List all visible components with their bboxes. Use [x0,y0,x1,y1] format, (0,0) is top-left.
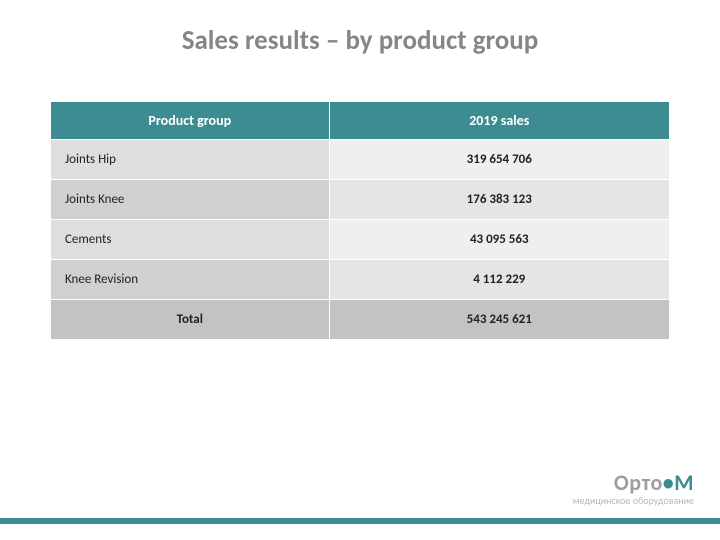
table-row: Joints Knee 176 383 123 [51,180,670,220]
table-row: Knee Revision 4 112 229 [51,260,670,300]
col-header-sales: 2019 sales [329,102,669,140]
table-header-row: Product group 2019 sales [51,102,670,140]
cell-product: Joints Knee [51,180,330,220]
cell-product: Knee Revision [51,260,330,300]
brand-logo: Орто•М медицинское оборудование [573,472,694,506]
cell-total-sales: 543 245 621 [329,300,669,340]
sales-table: Product group 2019 sales Joints Hip 319 … [50,101,670,340]
logo-subtitle: медицинское оборудование [573,496,694,506]
col-header-product: Product group [51,102,330,140]
sales-table-wrap: Product group 2019 sales Joints Hip 319 … [50,101,670,340]
cell-sales: 319 654 706 [329,140,669,180]
logo-word-1: Орто [614,469,663,496]
cell-sales: 4 112 229 [329,260,669,300]
cell-product: Joints Hip [51,140,330,180]
logo-word-2: М [674,469,694,496]
table-row-total: Total 543 245 621 [51,300,670,340]
logo-text: Орто•М [573,472,694,494]
table-row: Joints Hip 319 654 706 [51,140,670,180]
cell-product: Cements [51,220,330,260]
cell-sales: 43 095 563 [329,220,669,260]
cell-total-label: Total [51,300,330,340]
page-title: Sales results – by product group [0,0,720,67]
logo-dot-icon: • [663,469,674,496]
cell-sales: 176 383 123 [329,180,669,220]
table-row: Cements 43 095 563 [51,220,670,260]
footer-accent-bar [0,518,720,524]
